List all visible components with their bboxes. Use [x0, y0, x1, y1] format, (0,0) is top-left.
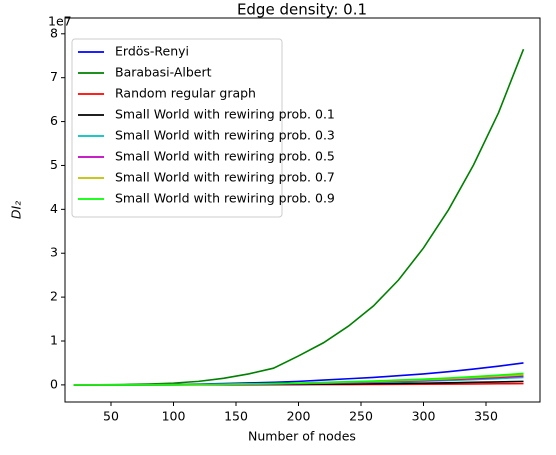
legend-label: Small World with rewiring prob. 0.7	[115, 170, 335, 185]
x-tick-label: 200	[287, 409, 311, 424]
chart-title: Edge density: 0.1	[237, 1, 367, 19]
x-axis-label: Number of nodes	[248, 429, 356, 444]
x-tick-label: 300	[412, 409, 436, 424]
y-tick-label: 7	[50, 69, 58, 84]
legend-label: Small World with rewiring prob. 0.9	[115, 191, 335, 206]
y-tick-label: 8	[50, 25, 58, 40]
y-tick-label: 5	[50, 157, 58, 172]
x-tick-label: 100	[162, 409, 186, 424]
x-tick-label: 150	[224, 409, 248, 424]
legend-label: Erdös-Renyi	[115, 44, 189, 59]
axes-frame	[64, 17, 541, 403]
legend-label: Random regular graph	[115, 86, 256, 101]
y-tick-label: 0	[50, 376, 58, 391]
series-line	[73, 362, 524, 386]
y-tick-label: 1	[50, 332, 58, 347]
y-tick-label: 4	[50, 201, 58, 216]
legend-label: Barabasi-Albert	[115, 65, 212, 80]
y-tick-label: 6	[50, 113, 58, 128]
legend-box	[71, 38, 283, 218]
legend-label: Small World with rewiring prob. 0.1	[115, 107, 335, 122]
legend-label: Small World with rewiring prob. 0.5	[115, 149, 335, 164]
y-offset-label: 1e7	[48, 14, 72, 29]
x-tick-label: 50	[103, 409, 119, 424]
y-tick-label: 3	[50, 245, 58, 260]
x-tick-label: 350	[474, 409, 498, 424]
y-tick-label: 2	[50, 289, 58, 304]
legend-label: Small World with rewiring prob. 0.3	[115, 128, 335, 143]
x-tick-label: 250	[349, 409, 373, 424]
series-line	[73, 372, 524, 386]
y-axis-label: DI₂	[9, 201, 24, 219]
